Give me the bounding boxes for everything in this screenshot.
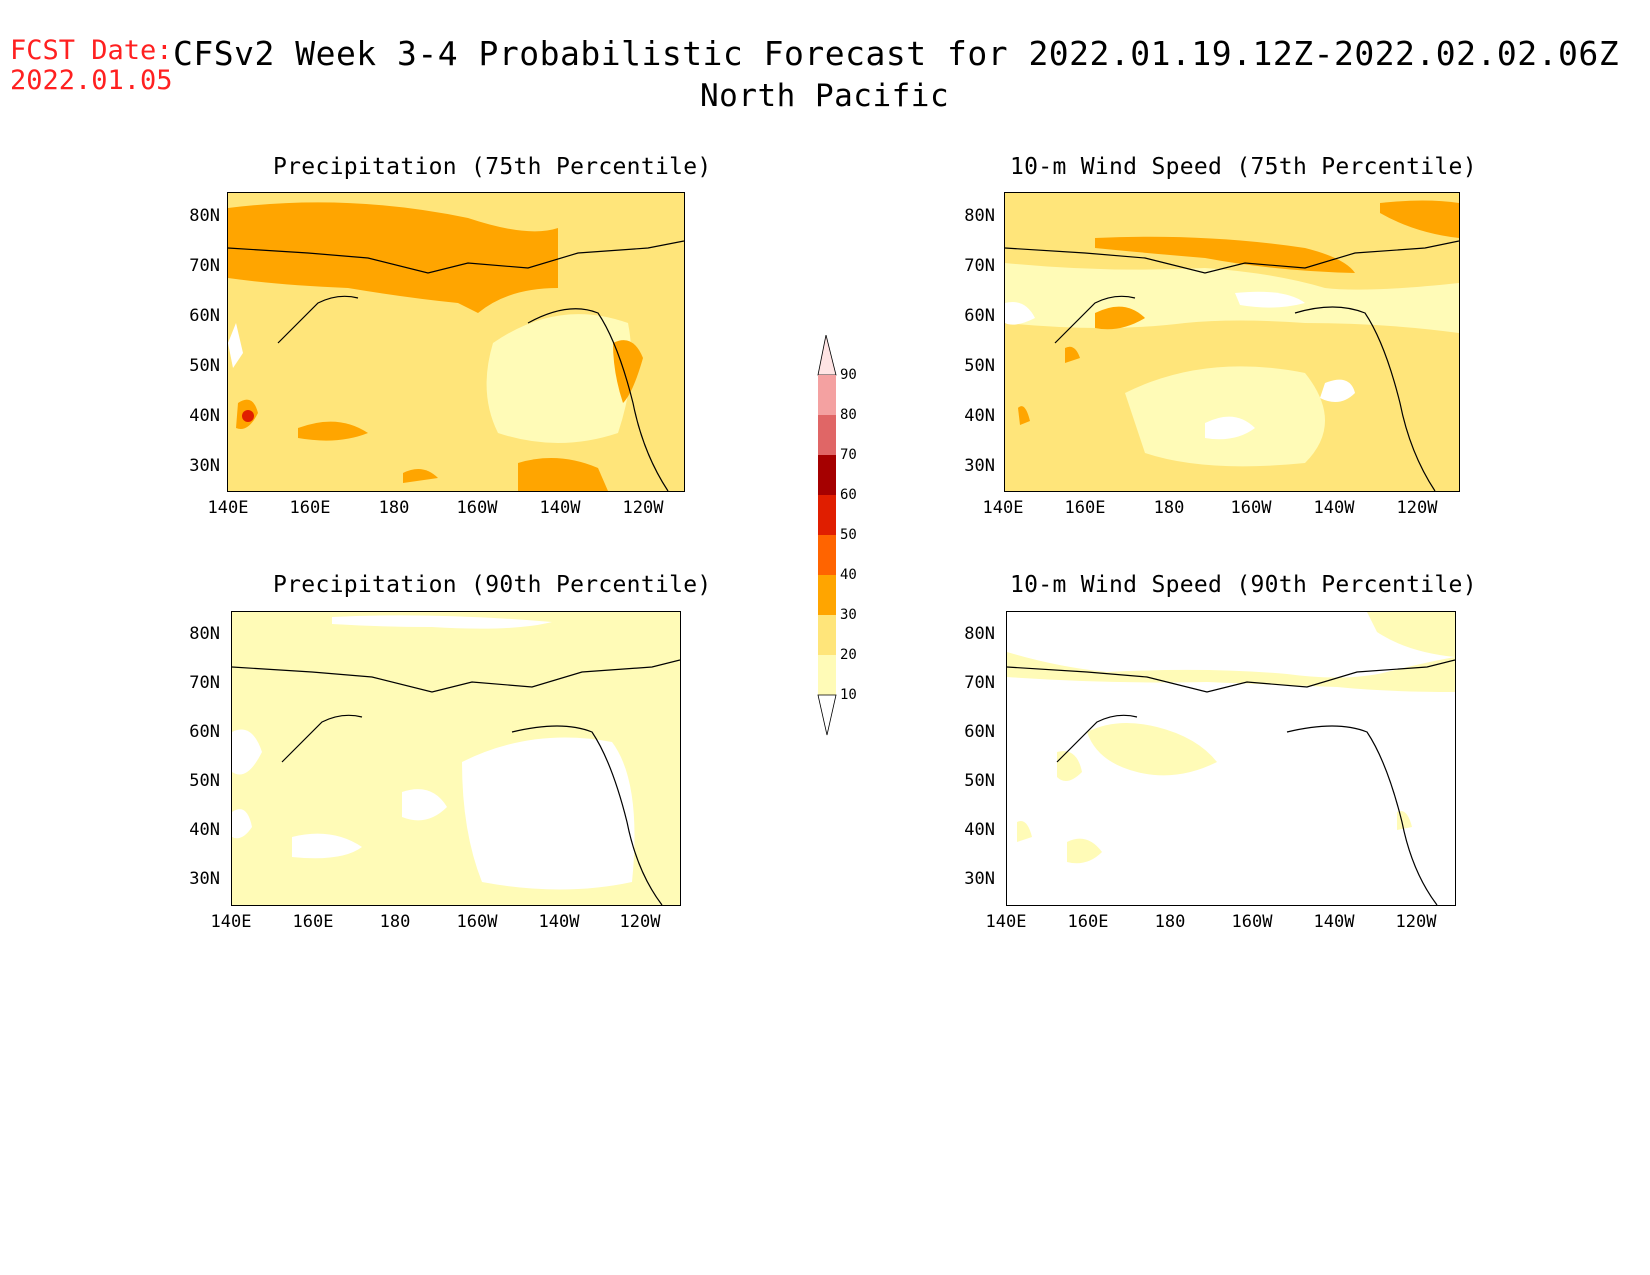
lat-tick: 30N	[964, 456, 995, 476]
colorbar-label: 50	[840, 527, 857, 543]
colorbar-label: 90	[840, 367, 857, 383]
colorbar-label: 60	[840, 487, 857, 503]
lat-tick: 60N	[189, 722, 220, 742]
map-precip-90	[231, 611, 681, 906]
lon-tick: 180	[378, 498, 410, 518]
lat-tick: 40N	[189, 820, 220, 840]
lat-tick: 50N	[189, 771, 220, 791]
colorbar-swatch	[818, 535, 836, 575]
lat-tick: 30N	[189, 456, 220, 476]
colorbar-swatch	[818, 415, 836, 455]
colorbar-swatch	[818, 375, 836, 415]
lat-tick: 50N	[189, 356, 220, 376]
colorbar-label: 30	[840, 607, 857, 623]
colorbar-arrow-bottom	[817, 694, 837, 736]
colorbar-scale	[817, 335, 837, 736]
colorbar-label: 40	[840, 567, 857, 583]
colorbar-swatch	[818, 655, 836, 695]
panel-title: Precipitation (75th Percentile)	[273, 154, 712, 180]
colorbar-label: 10	[840, 687, 857, 703]
colorbar-swatch	[818, 615, 836, 655]
lat-tick: 70N	[189, 256, 220, 276]
lat-tick: 80N	[189, 206, 220, 226]
lat-tick: 80N	[964, 624, 995, 644]
lon-tick: 120W	[619, 912, 661, 932]
colorbar: 90 80 70 60 50 40 30 20 10	[808, 335, 868, 745]
lon-tick: 120W	[622, 498, 664, 518]
lon-tick: 140W	[1313, 912, 1355, 932]
fcst-date: 2022.01.05	[10, 65, 173, 96]
colorbar-label: 20	[840, 647, 857, 663]
panel-title: Precipitation (90th Percentile)	[273, 572, 712, 598]
fcst-label: FCST Date:	[10, 35, 173, 66]
lat-tick: 40N	[189, 406, 220, 426]
main-title: CFSv2 Week 3-4 Probabilistic Forecast fo…	[173, 34, 1620, 73]
panel-title: 10-m Wind Speed (90th Percentile)	[1010, 572, 1477, 598]
colorbar-label: 70	[840, 447, 857, 463]
lon-tick: 140W	[538, 912, 580, 932]
lon-tick: 160W	[1230, 498, 1272, 518]
map-precip-75	[227, 192, 685, 492]
colorbar-swatch	[818, 575, 836, 615]
lat-tick: 60N	[964, 722, 995, 742]
lon-tick: 140E	[982, 498, 1024, 518]
colorbar-label: 80	[840, 407, 857, 423]
lon-tick: 160W	[1231, 912, 1273, 932]
lon-tick: 160W	[456, 498, 498, 518]
lon-tick: 180	[1153, 498, 1185, 518]
map-wind-75	[1004, 192, 1460, 492]
lon-tick: 120W	[1395, 912, 1437, 932]
colorbar-swatch	[818, 455, 836, 495]
colorbar-arrow-top	[817, 335, 837, 376]
sub-title: North Pacific	[700, 78, 950, 114]
lon-tick: 120W	[1396, 498, 1438, 518]
lon-tick: 140E	[207, 498, 249, 518]
lon-tick: 140E	[210, 912, 252, 932]
lat-tick: 80N	[964, 206, 995, 226]
lat-tick: 50N	[964, 356, 995, 376]
lon-tick: 160E	[1064, 498, 1106, 518]
lon-tick: 180	[1154, 912, 1186, 932]
map-wind-90	[1006, 611, 1456, 906]
lon-tick: 160E	[292, 912, 334, 932]
lat-tick: 60N	[964, 306, 995, 326]
lon-tick: 140W	[1313, 498, 1355, 518]
lat-tick: 30N	[964, 869, 995, 889]
lon-tick: 180	[379, 912, 411, 932]
lat-tick: 50N	[964, 771, 995, 791]
lat-tick: 40N	[964, 406, 995, 426]
panel-title: 10-m Wind Speed (75th Percentile)	[1010, 154, 1477, 180]
lat-tick: 30N	[189, 869, 220, 889]
lat-tick: 60N	[189, 306, 220, 326]
lon-tick: 160E	[289, 498, 331, 518]
colorbar-swatch	[818, 495, 836, 535]
lat-tick: 70N	[964, 673, 995, 693]
lon-tick: 160W	[456, 912, 498, 932]
lon-tick: 140E	[985, 912, 1027, 932]
lat-tick: 40N	[964, 820, 995, 840]
lon-tick: 140W	[539, 498, 581, 518]
lat-tick: 70N	[964, 256, 995, 276]
lat-tick: 70N	[189, 673, 220, 693]
lon-tick: 160E	[1067, 912, 1109, 932]
lat-tick: 80N	[189, 624, 220, 644]
